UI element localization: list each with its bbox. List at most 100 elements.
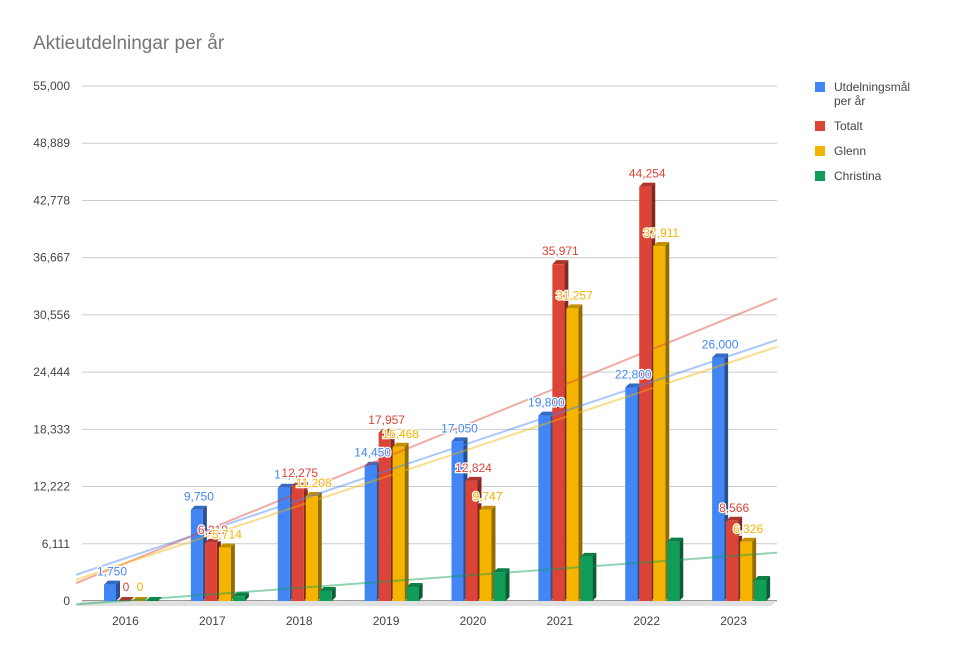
bar xyxy=(667,541,680,601)
bar xyxy=(104,584,116,601)
x-tick-label: 2021 xyxy=(546,614,573,628)
data-label: 9,750 xyxy=(184,490,214,504)
bar xyxy=(465,480,478,601)
data-label: 35,971 xyxy=(542,244,579,258)
data-label: 6,326 xyxy=(733,522,763,536)
bar-top xyxy=(667,537,684,542)
bar-top xyxy=(625,383,642,388)
bar xyxy=(319,591,332,601)
x-tick-label: 2016 xyxy=(112,614,139,628)
bar xyxy=(378,432,391,601)
trendline xyxy=(75,345,778,581)
data-label: 16,468 xyxy=(382,427,419,441)
bar xyxy=(625,387,638,601)
bar xyxy=(653,246,666,601)
bar-top xyxy=(364,461,381,466)
data-label: 22,800 xyxy=(615,368,652,382)
bar-top xyxy=(277,483,294,488)
data-label: 19,800 xyxy=(528,396,565,410)
bar xyxy=(277,487,290,601)
data-label: 5,714 xyxy=(212,527,242,541)
bar xyxy=(146,597,162,601)
y-tick-label: 36,667 xyxy=(33,251,70,265)
bar-top xyxy=(538,411,555,416)
bar-top xyxy=(378,428,395,433)
bar-side xyxy=(404,442,409,601)
bar xyxy=(451,441,464,601)
x-tick-label: 2022 xyxy=(633,614,660,628)
bar xyxy=(291,486,304,601)
y-tick-label: 30,556 xyxy=(33,308,70,322)
y-axis-labels: 0 6,111 12,222 18,333 24,444 30,556 36,667 42,7… xyxy=(33,79,70,608)
y-tick-label: 6,111 xyxy=(42,537,71,551)
x-tick-label: 2018 xyxy=(286,614,313,628)
bar-top xyxy=(726,516,743,521)
legend-label: Utdelningsmål per år xyxy=(834,80,911,108)
data-label: 12,824 xyxy=(455,461,492,475)
bar-top xyxy=(319,587,336,592)
trendline xyxy=(75,339,778,576)
bar xyxy=(552,264,565,601)
legend-label: Totalt xyxy=(834,119,863,133)
bar xyxy=(538,415,551,601)
bar-side xyxy=(505,568,510,601)
bar xyxy=(740,541,753,601)
x-tick-label: 2019 xyxy=(373,614,400,628)
bar-side xyxy=(766,576,771,601)
y-tick-label: 24,444 xyxy=(33,365,70,379)
data-label: 12,1 xyxy=(274,468,298,482)
bar-top xyxy=(639,182,656,187)
data-label: 1,750 xyxy=(97,565,127,579)
gridlines xyxy=(82,85,777,602)
bar-top xyxy=(465,476,482,481)
data-label: 26,000 xyxy=(702,338,739,352)
bar-side xyxy=(578,304,583,601)
bar-top xyxy=(305,492,322,497)
data-label: 12,275 xyxy=(281,466,318,480)
bar xyxy=(218,547,231,601)
chart-floor-plane xyxy=(76,601,777,606)
bar xyxy=(580,556,593,601)
y-tick-label: 55,000 xyxy=(33,79,70,93)
bar xyxy=(479,509,492,601)
y-tick-label: 42,778 xyxy=(33,193,70,207)
bar-top xyxy=(232,592,249,597)
bar xyxy=(726,520,739,601)
trendlines xyxy=(75,297,778,606)
y-tick-label: 0 xyxy=(63,594,70,608)
bar xyxy=(132,597,148,601)
chart-title: Aktieutdelningar per år xyxy=(33,33,225,54)
bar xyxy=(232,596,245,601)
bar-side xyxy=(230,543,235,601)
bar-top xyxy=(754,576,771,581)
bar xyxy=(118,597,134,601)
legend-swatch xyxy=(815,82,825,92)
bar-top xyxy=(392,442,409,447)
bar-side xyxy=(116,580,120,601)
y-tick-label: 18,333 xyxy=(33,422,70,436)
data-label: 37,911 xyxy=(643,226,679,240)
data-label: 14,450 xyxy=(354,446,391,460)
bar-top xyxy=(291,482,308,487)
data-label: 17,050 xyxy=(441,421,478,435)
trendline xyxy=(75,551,778,606)
bar-side xyxy=(679,537,684,601)
bar-top xyxy=(566,304,583,309)
data-label: 8,566 xyxy=(719,501,749,515)
x-tick-label: 2020 xyxy=(460,614,487,628)
legend-item: Utdelningsmål per år xyxy=(815,80,965,108)
data-label: 11,208 xyxy=(296,476,332,490)
bar-top xyxy=(451,437,468,442)
legend-label: Glenn xyxy=(834,144,867,158)
bar-top xyxy=(552,260,569,265)
legend-swatch xyxy=(815,121,825,131)
bar xyxy=(754,580,767,601)
bar xyxy=(712,357,725,601)
y-tick-label: 12,222 xyxy=(33,480,70,494)
legend-item: Christina xyxy=(815,169,965,183)
bar-top xyxy=(493,568,510,573)
bar xyxy=(305,496,318,601)
bar-top xyxy=(406,583,423,588)
bar xyxy=(406,587,419,601)
